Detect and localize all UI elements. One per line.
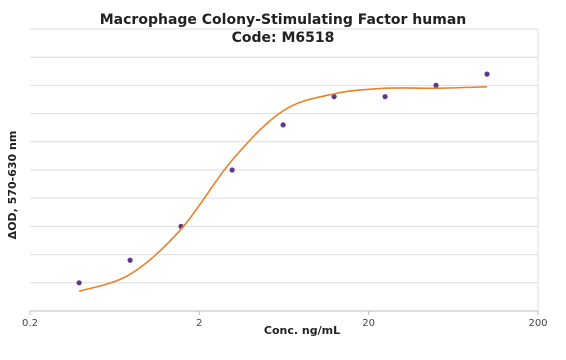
data-point	[382, 94, 388, 100]
y-axis-label: ΔOD, 570-630 nm	[6, 131, 19, 240]
x-axis-label: Conc. ng/mL	[264, 324, 340, 337]
x-tick-label: 20	[362, 318, 375, 329]
data-point	[127, 257, 133, 263]
x-tick-label: 0.2	[22, 318, 38, 329]
x-tick-label: 2	[196, 318, 202, 329]
data-point	[280, 122, 286, 128]
data-point	[331, 94, 337, 100]
x-tick-label: 200	[528, 318, 547, 329]
data-point	[229, 167, 235, 173]
chart-title: Macrophage Colony-Stimulating Factor hum…	[100, 12, 466, 28]
chart-subtitle: Code: M6518	[232, 30, 335, 46]
fit-curve	[78, 86, 488, 293]
data-point	[484, 71, 490, 77]
data-point	[76, 280, 82, 286]
data-point	[433, 82, 439, 88]
